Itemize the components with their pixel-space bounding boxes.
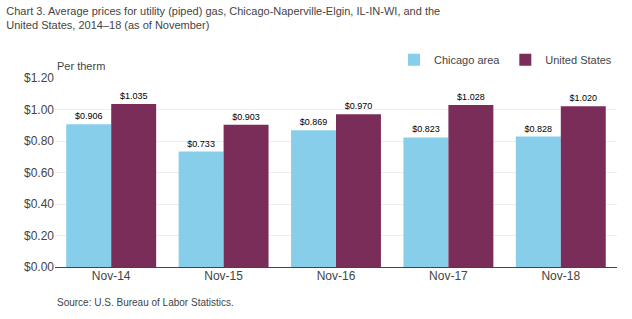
svg-text:$0.80: $0.80	[24, 134, 54, 148]
svg-text:$0.00: $0.00	[24, 260, 54, 274]
svg-text:$0.970: $0.970	[345, 101, 373, 111]
svg-text:$0.40: $0.40	[24, 197, 54, 211]
svg-text:$1.020: $1.020	[570, 93, 598, 103]
svg-text:Source: U.S. Bureau of Labor S: Source: U.S. Bureau of Labor Statistics.	[57, 297, 234, 308]
svg-text:Nov-14: Nov-14	[92, 269, 131, 283]
svg-text:Nov-17: Nov-17	[429, 269, 468, 283]
svg-text:$0.733: $0.733	[187, 139, 215, 149]
svg-text:$0.828: $0.828	[525, 124, 553, 134]
svg-text:Nov-15: Nov-15	[204, 269, 243, 283]
svg-text:Per therm: Per therm	[57, 60, 105, 72]
svg-text:Chicago area: Chicago area	[434, 54, 500, 66]
svg-text:$0.60: $0.60	[24, 166, 54, 180]
svg-text:$1.00: $1.00	[24, 103, 54, 117]
svg-text:Nov-18: Nov-18	[541, 269, 580, 283]
svg-text:$1.035: $1.035	[120, 91, 148, 101]
svg-text:$0.823: $0.823	[412, 124, 440, 134]
svg-text:$1.028: $1.028	[457, 92, 485, 102]
svg-text:$0.869: $0.869	[300, 117, 328, 127]
svg-text:Nov-16: Nov-16	[317, 269, 356, 283]
svg-text:United States: United States	[545, 54, 612, 66]
svg-text:$0.906: $0.906	[75, 111, 103, 121]
svg-text:$0.20: $0.20	[24, 229, 54, 243]
svg-text:$0.903: $0.903	[232, 112, 260, 122]
svg-text:Chart 3. Average prices for ut: Chart 3. Average prices for utility (pip…	[6, 5, 440, 31]
svg-text:$1.20: $1.20	[24, 71, 54, 85]
